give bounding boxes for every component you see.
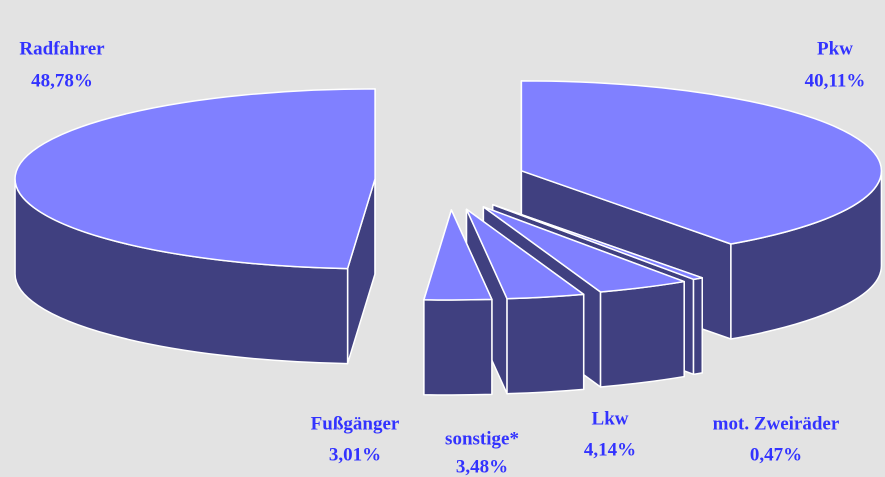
slice-name: mot. Zweiräder	[713, 413, 840, 434]
slice-top	[14, 88, 376, 270]
slice-top	[482, 206, 685, 293]
slice-value-label: 4,14%	[584, 439, 636, 460]
slice-value-label: 0,47%	[750, 444, 802, 465]
slice-outer-side	[692, 277, 704, 376]
slice	[423, 209, 493, 396]
slice-value-label: 40,11%	[805, 70, 866, 91]
slice	[14, 88, 376, 365]
slice-name: sonstige*	[445, 428, 519, 449]
slice-top	[423, 209, 493, 301]
slice-name: Lkw	[592, 408, 629, 429]
slice-value-label: 3,48%	[456, 456, 508, 477]
slice-name: Radfahrer	[19, 38, 105, 59]
slice-top	[465, 208, 585, 300]
slice-outer-side	[423, 298, 493, 396]
slice-outer-side	[506, 293, 585, 395]
slice-value-label: 3,01%	[329, 444, 381, 465]
slice-name: Fußgänger	[311, 413, 400, 434]
slice-top	[491, 203, 704, 281]
slice-top	[520, 80, 883, 245]
slice-name: Pkw	[817, 38, 853, 59]
slice-value-label: 48,78%	[31, 70, 93, 91]
slice-outer-side	[599, 280, 685, 388]
